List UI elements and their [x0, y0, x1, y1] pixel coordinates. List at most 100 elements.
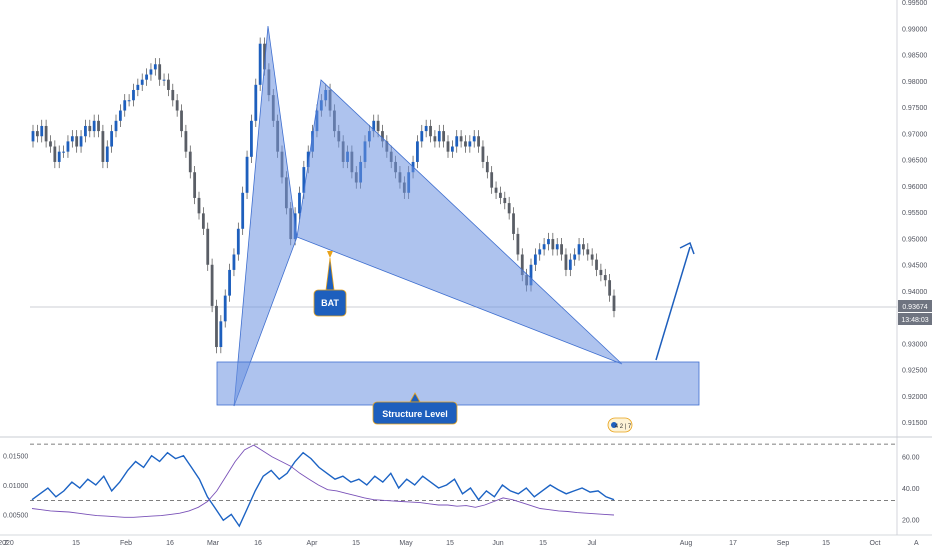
candle-body	[381, 131, 384, 142]
candle-body	[450, 146, 454, 152]
candle-body	[507, 203, 511, 214]
price-tick: 0.91500	[902, 420, 927, 427]
candle-body	[127, 100, 131, 102]
candle-body	[92, 120, 96, 132]
candle-body	[79, 136, 83, 147]
candle-body	[481, 146, 485, 162]
candle-body	[490, 172, 494, 188]
candle-body	[118, 110, 122, 121]
event-badge[interactable]: 4 2 | 7	[607, 417, 633, 433]
candle-body	[250, 120, 253, 157]
price-axis[interactable]: 0.99500 0.99000 0.98500 0.98000 0.97500 0.970…	[896, 0, 932, 535]
candle-body	[437, 131, 441, 142]
price-tick: 0.97500	[902, 105, 927, 112]
countdown-value: 13:48:03	[901, 317, 928, 324]
candle-body	[612, 295, 616, 312]
candle-body	[468, 141, 472, 147]
time-tick: Apr	[307, 540, 319, 547]
indicator-left-axis: 0.01500 0.01000 0.00500	[3, 454, 28, 520]
candle-body	[49, 141, 52, 147]
auto-scale-toggle[interactable]: A	[914, 540, 919, 547]
candle-body	[258, 43, 262, 85]
bat-label: BAT	[321, 298, 339, 308]
candle-body	[595, 259, 598, 270]
price-tick: 0.92000	[902, 394, 927, 401]
candle-body	[376, 120, 380, 132]
projection-arrow[interactable]	[655, 241, 695, 361]
time-axis-ticks: 2020 15 Feb 16 Mar 16 Apr 15 May 15 Jun 15 Jul Aug 17 S…	[0, 540, 880, 547]
candle-body	[57, 151, 61, 162]
candle-body	[599, 269, 603, 276]
price-tick: 0.95500	[902, 210, 927, 217]
price-tick: 0.94000	[902, 289, 927, 296]
price-tick: 0.95000	[902, 236, 927, 243]
time-tick: Jul	[588, 540, 597, 547]
indicator-secondary-line	[31, 444, 615, 518]
candle-body	[105, 146, 109, 162]
time-tick: Mar	[207, 540, 220, 547]
candle-body	[197, 197, 201, 214]
time-tick: 15	[822, 540, 830, 547]
candle-body	[416, 141, 419, 162]
indicator-right-tick: 40.00	[902, 486, 920, 493]
candle-body	[586, 249, 590, 255]
candle-body	[158, 64, 162, 80]
structure-level-callout[interactable]: Structure Level	[372, 392, 458, 425]
candle-body	[180, 110, 183, 132]
candle-body	[424, 125, 428, 132]
candle-body	[485, 161, 489, 173]
candle-body	[573, 254, 577, 260]
time-tick: 15	[72, 540, 80, 547]
candle-body	[35, 131, 39, 137]
candle-body	[75, 136, 79, 147]
price-tick: 0.99000	[902, 26, 927, 33]
bat-pattern-xab[interactable]	[233, 25, 298, 407]
candle-body	[582, 244, 585, 250]
structure-callout-box	[372, 401, 458, 425]
candle-body	[538, 249, 542, 255]
bat-pattern-bcd[interactable]	[296, 79, 623, 365]
candle-body	[228, 269, 231, 296]
structure-level-zone[interactable]	[216, 361, 700, 406]
candle-body	[162, 79, 166, 81]
candle-body	[149, 69, 153, 75]
price-pane[interactable]: BAT Structure Level 4 2 | 7	[30, 25, 897, 433]
candle-body	[564, 254, 568, 270]
candle-body	[153, 64, 157, 70]
candle-body	[420, 131, 424, 142]
bat-callout[interactable]: BAT	[313, 251, 347, 317]
candle-body	[188, 151, 192, 173]
candle-body	[88, 125, 92, 132]
time-tick: 15	[352, 540, 360, 547]
time-tick: 17	[729, 540, 737, 547]
candle-body	[84, 125, 87, 137]
candle-body	[66, 141, 70, 152]
candle-body	[140, 79, 144, 85]
z-label[interactable]: Z	[4, 540, 9, 547]
candle-body	[101, 131, 105, 162]
time-tick: May	[399, 540, 413, 547]
candle-body	[62, 151, 65, 153]
candle-body	[499, 192, 502, 198]
price-tick: 0.97000	[902, 131, 927, 138]
candle-body	[263, 43, 266, 70]
indicator-pane[interactable]: 0.01500 0.01000 0.00500 60.00 40.00 20.00	[3, 443, 920, 528]
candle-body	[298, 192, 301, 214]
candle-body	[429, 125, 432, 137]
time-tick: Sep	[777, 540, 790, 547]
candle-body	[520, 254, 524, 276]
candle-body	[555, 244, 559, 250]
time-tick: 15	[539, 540, 547, 547]
candle-body	[568, 259, 572, 270]
candle-body	[560, 244, 563, 255]
candle-body	[302, 167, 306, 193]
candle-body	[145, 74, 148, 80]
time-axis[interactable]: 2020 15 Feb 16 Mar 16 Apr 15 May 15 Jun 15 Jul Aug 17 S…	[0, 534, 932, 547]
candle-body	[241, 192, 245, 229]
structure-level-label: Structure Level	[382, 409, 448, 419]
price-tick: 0.98000	[902, 79, 927, 86]
candlestick-series	[31, 37, 616, 354]
price-tick: 0.96500	[902, 158, 927, 165]
badge-text: 4 2 | 7	[615, 424, 632, 430]
